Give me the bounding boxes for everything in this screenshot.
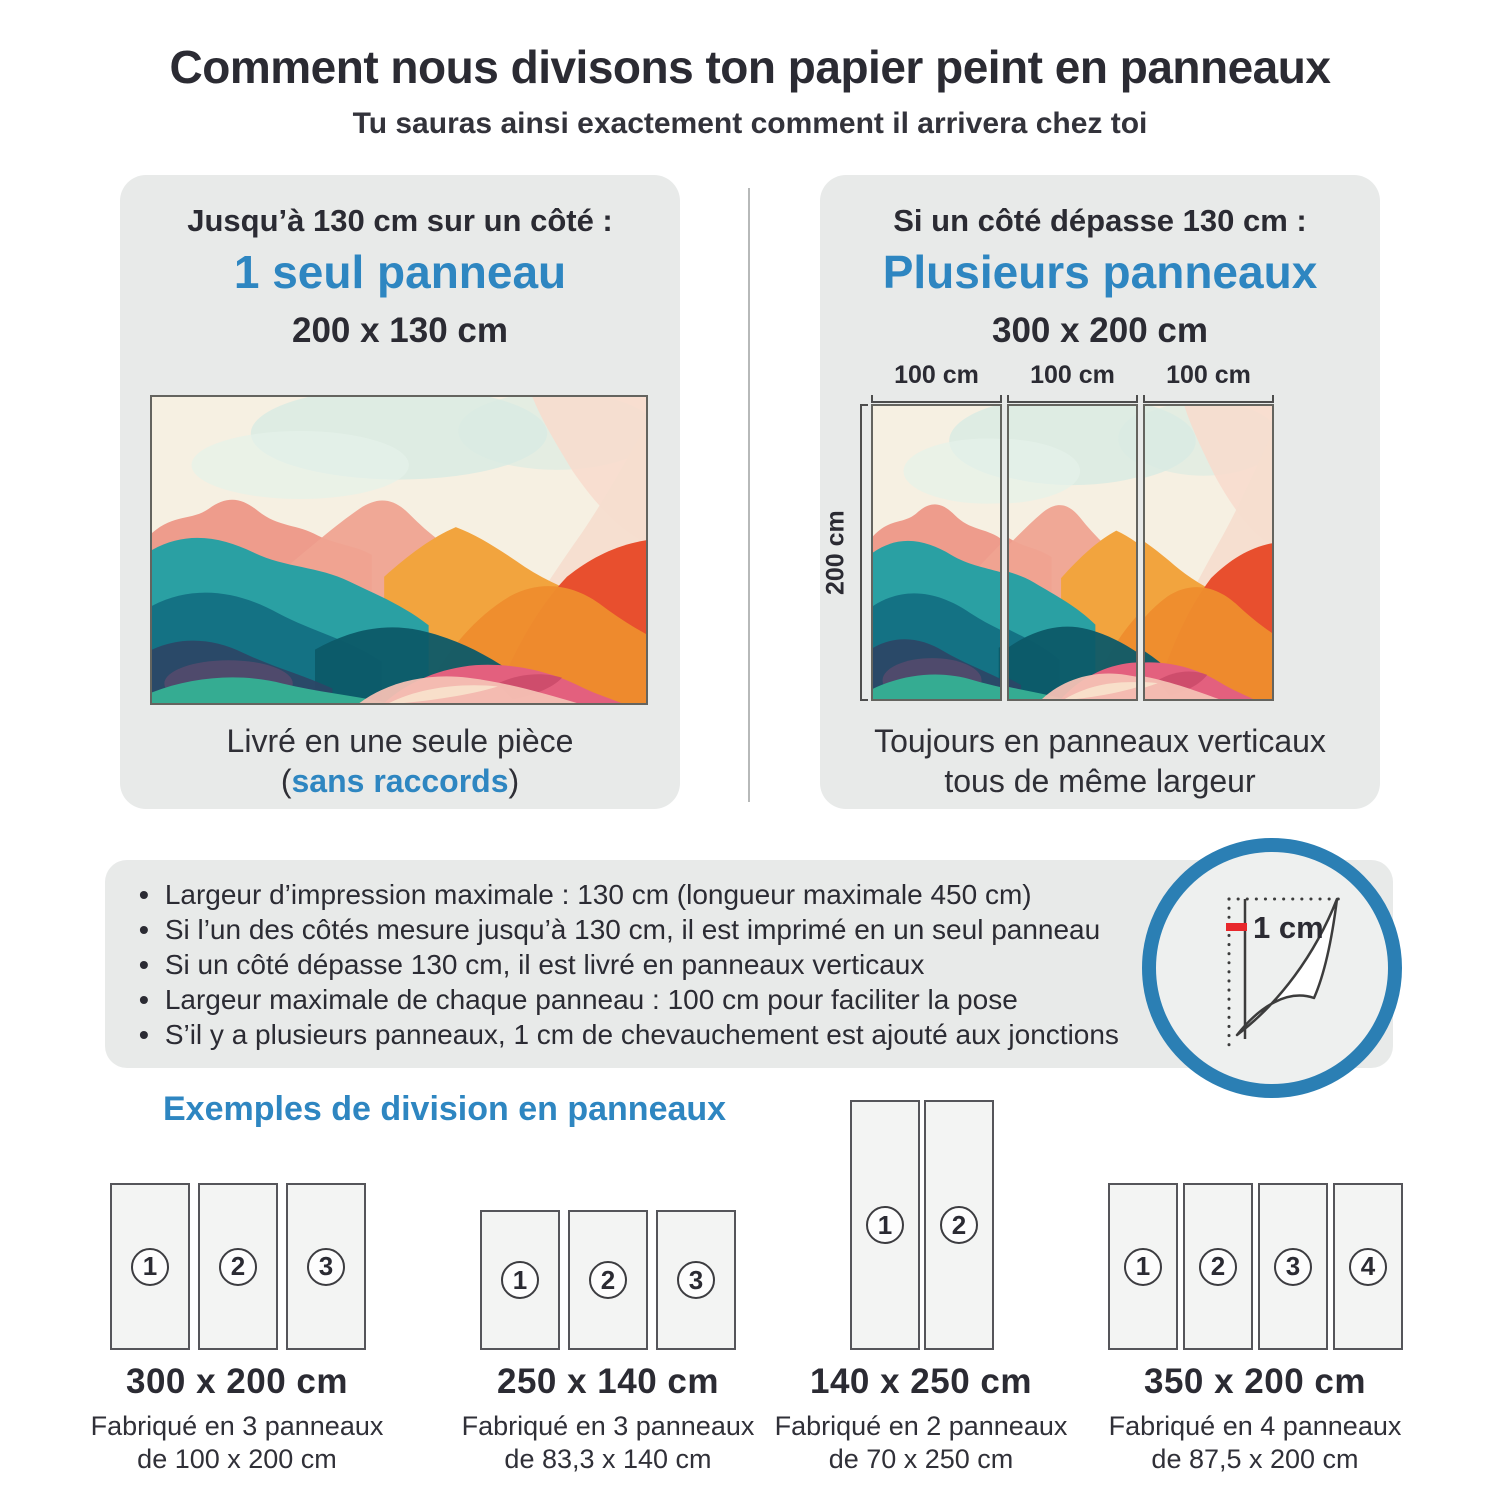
example-size: 140 x 250 cm bbox=[809, 1362, 1032, 1401]
single-result: 1 seul panneau bbox=[233, 246, 567, 298]
example-desc1: Fabriqué en 4 panneaux bbox=[1108, 1411, 1402, 1441]
panel-number-badge: 2 bbox=[589, 1261, 627, 1299]
page-title: Comment nous divisons ton papier peint e… bbox=[169, 41, 1331, 93]
example-text-1: 300 x 200 cm Fabriqué en 3 panneaux de 10… bbox=[67, 1362, 407, 1476]
example-panels-2: 1 2 3 bbox=[480, 1210, 736, 1350]
panel-number-badge: 2 bbox=[219, 1247, 257, 1286]
example-size: 300 x 200 cm bbox=[125, 1362, 348, 1401]
example-panel: 1 bbox=[480, 1210, 560, 1350]
example-desc2: de 83,3 x 140 cm bbox=[504, 1444, 712, 1474]
multi-caption: Toujours en panneaux verticaux tous de m… bbox=[820, 721, 1380, 801]
example-desc2: de 100 x 200 cm bbox=[137, 1444, 337, 1474]
example-text-2: 250 x 140 cm Fabriqué en 3 panneaux de 83… bbox=[438, 1362, 778, 1476]
multi-result: Plusieurs panneaux bbox=[882, 246, 1318, 298]
overlap-label: 1 cm bbox=[1253, 910, 1324, 945]
example-text-4: 350 x 200 cm Fabriqué en 4 panneaux de 87… bbox=[1085, 1362, 1425, 1476]
example-size: 250 x 140 cm bbox=[496, 1362, 719, 1401]
cards-divider bbox=[748, 188, 750, 802]
example-panels-1: 1 2 3 bbox=[110, 1183, 366, 1350]
panel-number-badge: 2 bbox=[1199, 1247, 1237, 1286]
width-label-3: 100 cm bbox=[1166, 361, 1251, 389]
multi-condition: Si un côté dépasse 130 cm : bbox=[893, 203, 1307, 238]
examples-heading: Exemples de division en panneaux bbox=[163, 1090, 727, 1128]
single-size: 200 x 130 cm bbox=[291, 311, 508, 350]
multi-caption-line2: tous de même largeur bbox=[944, 763, 1256, 799]
width-bracket-2 bbox=[1007, 395, 1138, 403]
single-caption-line1: Livré en une seule pièce bbox=[226, 723, 574, 759]
panel-number-badge: 1 bbox=[131, 1247, 169, 1286]
height-bracket bbox=[860, 404, 868, 701]
example-desc1: Fabriqué en 3 panneaux bbox=[90, 1411, 384, 1441]
single-caption: Livré en une seule pièce (sans raccords) bbox=[120, 721, 680, 801]
rule-item: Largeur maximale de chaque panneau : 100… bbox=[139, 982, 1169, 1017]
overlap-icon: 1 cm bbox=[1142, 838, 1402, 1098]
example-desc2: de 87,5 x 200 cm bbox=[1151, 1444, 1359, 1474]
card-multiple-panels: Si un côté dépasse 130 cm : Plusieurs pa… bbox=[820, 175, 1380, 809]
example-desc2: de 70 x 250 cm bbox=[828, 1444, 1014, 1474]
paper-curl-icon bbox=[1235, 897, 1339, 1037]
rule-item: Largeur d’impression maximale : 130 cm (… bbox=[139, 877, 1169, 912]
rules-list: Largeur d’impression maximale : 130 cm (… bbox=[105, 860, 1169, 1052]
example-size: 350 x 200 cm bbox=[1143, 1362, 1366, 1401]
width-bracket-3 bbox=[1143, 395, 1274, 403]
example-panel: 2 bbox=[1183, 1183, 1253, 1350]
overlap-badge: 1 cm bbox=[1141, 837, 1403, 1099]
width-bracket-1 bbox=[871, 395, 1002, 403]
panel-number-badge: 3 bbox=[1274, 1247, 1312, 1286]
wallpaper-panel-3 bbox=[1143, 404, 1274, 701]
multi-caption-line1: Toujours en panneaux verticaux bbox=[874, 723, 1326, 759]
single-condition: Jusqu’à 130 cm sur un côté : bbox=[187, 203, 613, 238]
example-panel: 4 bbox=[1333, 1183, 1403, 1350]
paren-close: ) bbox=[508, 763, 520, 799]
multi-size: 300 x 200 cm bbox=[991, 311, 1208, 350]
panel-number-badge: 3 bbox=[307, 1247, 345, 1286]
example-panel: 1 bbox=[850, 1100, 920, 1350]
example-panel: 2 bbox=[568, 1210, 648, 1350]
panel-number-badge: 1 bbox=[866, 1206, 904, 1244]
example-panel: 3 bbox=[1258, 1183, 1328, 1350]
paren-open: ( bbox=[280, 763, 292, 799]
height-label: 200 cm bbox=[821, 510, 850, 595]
wallpaper-panel-1 bbox=[871, 404, 1002, 701]
example-panel: 2 bbox=[198, 1183, 278, 1350]
example-panel: 3 bbox=[286, 1183, 366, 1350]
page-subtitle: Tu sauras ainsi exactement comment il ar… bbox=[352, 107, 1148, 140]
example-desc1: Fabriqué en 3 panneaux bbox=[461, 1411, 755, 1441]
wallpaper-image-single bbox=[150, 395, 648, 705]
panel-number-badge: 1 bbox=[501, 1261, 539, 1299]
single-caption-highlight: sans raccords bbox=[291, 763, 509, 799]
rule-item: Si un côté dépasse 130 cm, il est livré … bbox=[139, 947, 1169, 982]
panel-number-badge: 1 bbox=[1124, 1247, 1162, 1286]
example-text-3: 140 x 250 cm Fabriqué en 2 panneaux de 70… bbox=[751, 1362, 1091, 1476]
example-panel: 1 bbox=[1108, 1183, 1178, 1350]
width-label-2: 100 cm bbox=[1030, 361, 1115, 389]
rule-item: Si l’un des côtés mesure jusqu’à 130 cm,… bbox=[139, 912, 1169, 947]
example-panel: 1 bbox=[110, 1183, 190, 1350]
example-panel: 2 bbox=[924, 1100, 994, 1350]
panel-number-badge: 2 bbox=[940, 1206, 978, 1244]
example-desc1: Fabriqué en 2 panneaux bbox=[774, 1411, 1068, 1441]
width-label-1: 100 cm bbox=[894, 361, 979, 389]
card-single-panel: Jusqu’à 130 cm sur un côté : 1 seul pann… bbox=[120, 175, 680, 809]
rule-item: S’il y a plusieurs panneaux, 1 cm de che… bbox=[139, 1017, 1169, 1052]
panel-number-badge: 3 bbox=[677, 1261, 715, 1299]
wallpaper-panel-2 bbox=[1007, 404, 1138, 701]
example-panel: 3 bbox=[656, 1210, 736, 1350]
panel-number-badge: 4 bbox=[1349, 1247, 1387, 1286]
